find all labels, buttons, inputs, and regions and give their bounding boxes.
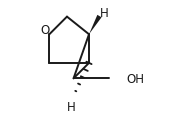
Text: O: O (40, 24, 49, 37)
Text: H: H (67, 101, 76, 113)
Text: OH: OH (126, 72, 145, 85)
Polygon shape (89, 16, 102, 35)
Text: H: H (100, 7, 109, 20)
